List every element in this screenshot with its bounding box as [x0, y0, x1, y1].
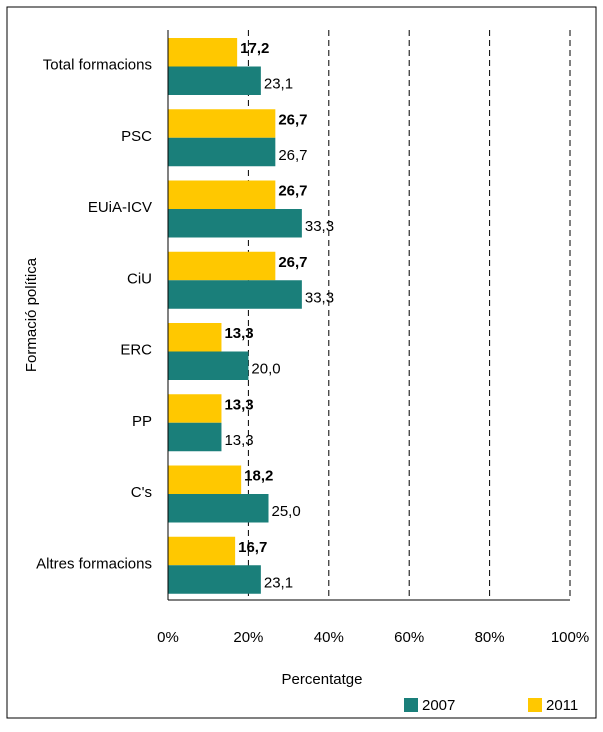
- data-label: 25,0: [272, 503, 301, 520]
- data-label: 26,7: [278, 147, 307, 164]
- bar: [168, 394, 222, 423]
- y-tick-label: Total formacions: [43, 57, 152, 74]
- y-tick-label: ERC: [120, 342, 152, 359]
- bar: [168, 465, 242, 494]
- bar: [168, 422, 222, 452]
- data-label: 13,3: [224, 432, 253, 449]
- bar: [168, 109, 276, 138]
- legend-label: 2007: [422, 697, 455, 714]
- legend-label: 2011: [546, 697, 578, 714]
- y-tick-label: EUiA-ICV: [88, 199, 152, 216]
- data-label: 26,7: [278, 111, 307, 128]
- data-label: 23,1: [264, 574, 293, 591]
- x-tick-label: 100%: [551, 629, 589, 646]
- bar: [168, 209, 302, 238]
- x-tick-label: 40%: [314, 629, 344, 646]
- x-tick-label: 80%: [475, 629, 505, 646]
- data-label: 20,0: [251, 361, 280, 378]
- y-tick-label: PP: [132, 413, 152, 430]
- data-label: 26,7: [278, 254, 307, 271]
- bar: [168, 280, 302, 309]
- bar: [168, 251, 276, 281]
- data-label: 16,7: [238, 539, 267, 556]
- bar: [168, 38, 238, 67]
- y-axis-label: Formació política: [23, 257, 40, 372]
- bar: [168, 494, 269, 523]
- data-label: 33,3: [305, 289, 334, 306]
- data-label: 33,3: [305, 218, 334, 235]
- bar: [168, 180, 276, 209]
- bar: [168, 323, 222, 352]
- y-tick-label: CiU: [127, 270, 152, 287]
- bar: [168, 66, 261, 95]
- legend-swatch: [404, 698, 418, 712]
- data-label: 26,7: [278, 183, 307, 200]
- data-label: 17,2: [240, 40, 269, 57]
- data-label: 13,3: [224, 396, 253, 413]
- data-label: 23,1: [264, 76, 293, 93]
- y-tick-label: Altres formacions: [36, 555, 152, 572]
- bar: [168, 536, 236, 566]
- x-axis-label: Percentatge: [282, 671, 363, 688]
- data-label: 18,2: [244, 468, 273, 485]
- x-tick-label: 0%: [157, 629, 179, 646]
- y-tick-label: C's: [131, 484, 152, 501]
- y-tick-label: PSC: [121, 128, 152, 145]
- x-tick-label: 20%: [233, 629, 263, 646]
- bar: [168, 565, 261, 594]
- x-tick-label: 60%: [394, 629, 424, 646]
- bar: [168, 137, 276, 167]
- bar: [168, 351, 249, 380]
- data-label: 13,3: [224, 325, 253, 342]
- legend-swatch: [528, 698, 542, 712]
